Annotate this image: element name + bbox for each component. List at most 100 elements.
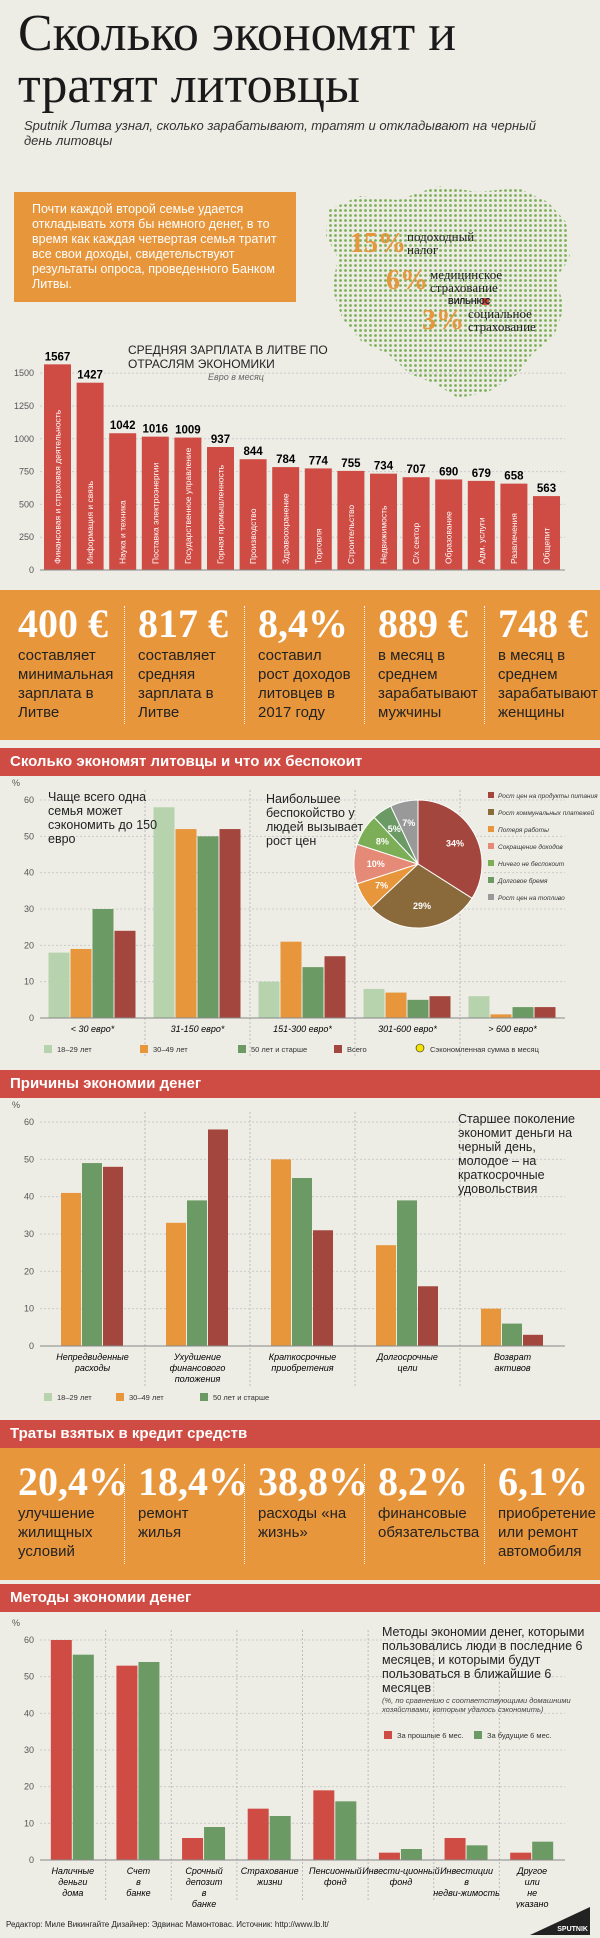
- bar: [418, 1286, 438, 1346]
- legend-swatch: [238, 1045, 246, 1053]
- tax-label: социальное страхование: [468, 307, 536, 333]
- category-label: цели: [398, 1363, 418, 1373]
- bar: [258, 981, 280, 1018]
- bar: [44, 364, 71, 570]
- page-subtitle: Sputnik Литва узнал, сколько зарабатываю…: [24, 118, 536, 148]
- y-tick-label: 30: [24, 1229, 34, 1239]
- category-label: дома: [62, 1888, 83, 1898]
- bar: [397, 1200, 417, 1346]
- stat-item: 6,1% приобретение или ремонт автомобиля: [498, 1459, 597, 1561]
- category-label: недви-жимость: [433, 1888, 500, 1898]
- stat-item: 38,8% расходы «на жизнь»: [258, 1460, 368, 1542]
- data-label: 707: [407, 464, 426, 476]
- stat-separator: [484, 1464, 485, 1564]
- legend-swatch: [44, 1393, 52, 1401]
- data-label: 679: [472, 468, 491, 480]
- y-tick-label: 60: [24, 1635, 34, 1645]
- bar: [533, 496, 560, 570]
- bar: [385, 992, 407, 1018]
- category-label: Здравоохранение: [281, 493, 291, 564]
- y-tick-label: 0: [29, 1013, 34, 1023]
- bar: [48, 952, 70, 1018]
- pie-slice: [370, 863, 473, 929]
- stat-value: 6,1%: [498, 1459, 588, 1504]
- bar: [187, 1200, 207, 1346]
- savings-chart: 0 10 20 30 40 50 60% < 30 евро* 31-150 евро* 151-…: [12, 778, 598, 1058]
- category-label: Непредвиденные: [56, 1352, 129, 1362]
- bar: [92, 909, 114, 1018]
- methods-note: Методы экономии денег, которыми пользова…: [382, 1625, 585, 1695]
- map-city-label: ВИЛЬНЮС: [448, 297, 491, 306]
- stat-caption: приобретение или ремонт автомобиля: [498, 1505, 597, 1560]
- data-label: 755: [341, 458, 361, 470]
- stat-caption: составляет средняя зарплата в Литве: [138, 647, 216, 721]
- logo-text: SPUTNIK: [557, 1926, 588, 1933]
- stat-separator: [244, 1464, 245, 1564]
- bar: [174, 437, 202, 570]
- tax-label-line: страхование: [430, 280, 498, 295]
- y-tick-label: 20: [24, 1782, 34, 1792]
- legend-label: Потеря работы: [498, 826, 549, 834]
- lithuania-map: [326, 186, 570, 398]
- stat-value: 20,4%: [18, 1459, 128, 1504]
- y-tick-label: 10: [24, 1818, 34, 1828]
- stat-separator: [124, 606, 125, 724]
- stat-item: 817 € составляет средняя зарплата в Литве: [138, 602, 234, 722]
- category-label: 151-300 евро*: [273, 1024, 332, 1034]
- stat-item: 400 € составляет минимальная зарплата в Л…: [18, 602, 114, 722]
- bar: [467, 480, 495, 570]
- category-label: С/х сектор: [411, 523, 421, 564]
- legend-swatch: [488, 792, 494, 798]
- legend-swatch: [488, 894, 494, 900]
- bar: [103, 1166, 123, 1346]
- stat-value: 400 €: [18, 601, 108, 646]
- legend-swatch: [140, 1045, 148, 1053]
- legend-swatch: [200, 1393, 208, 1401]
- data-label: 734: [374, 461, 394, 473]
- stat-value: 817 €: [138, 601, 228, 646]
- category-label: Недвижимость: [379, 505, 389, 564]
- sputnik-logo: SPUTNIK: [530, 1905, 590, 1935]
- category-label: Строительство: [346, 505, 356, 564]
- y-axis-label: %: [12, 778, 20, 788]
- category-label: Наличные: [51, 1866, 94, 1876]
- legend-swatch: [334, 1045, 342, 1053]
- y-tick-label: 1250: [14, 401, 34, 411]
- bar: [363, 988, 385, 1018]
- legend-label: Долговое бремя: [497, 877, 548, 885]
- legend-label: Всего: [347, 1045, 367, 1054]
- y-tick-label: 1500: [14, 368, 34, 378]
- y-tick-label: 50: [24, 1154, 34, 1164]
- bar: [271, 1159, 291, 1346]
- category-label: Информация и связь: [85, 480, 95, 564]
- stat-value: 748 €: [498, 601, 588, 646]
- bar: [523, 1334, 543, 1346]
- y-axis-label: %: [12, 1618, 20, 1628]
- legend-label: За будущие 6 мес.: [487, 1731, 552, 1740]
- pie-label: 8%: [376, 836, 389, 846]
- bar: [337, 470, 365, 570]
- category-label: фонд: [390, 1877, 413, 1887]
- bar: [76, 382, 104, 570]
- legend-label: За прошлые 6 мес.: [397, 1731, 464, 1740]
- y-tick-label: 0: [29, 565, 34, 575]
- bar: [435, 479, 463, 570]
- stats-band: [0, 1448, 600, 1580]
- y-axis-label: %: [12, 1100, 20, 1110]
- stats-band: [0, 590, 600, 740]
- legend-label: Сэкономленная сумма в месяц: [430, 1045, 540, 1054]
- category-label: жизни: [256, 1877, 282, 1887]
- bar: [468, 996, 490, 1018]
- bar: [204, 1827, 226, 1860]
- bar: [239, 459, 267, 570]
- bar: [313, 1790, 335, 1860]
- bar: [500, 483, 528, 570]
- stat-separator: [364, 606, 365, 724]
- stat-item: 748 € в месяц в среднем зарабатывают женщ…: [498, 601, 598, 722]
- section-header: Причины экономии денег: [0, 1070, 600, 1098]
- savings-note: Чаще всего одна семья может сэкономить д…: [48, 790, 158, 846]
- bar: [114, 930, 136, 1018]
- bar: [208, 1129, 228, 1346]
- pie-slice: [390, 799, 419, 865]
- stat-value: 18,4%: [138, 1459, 248, 1504]
